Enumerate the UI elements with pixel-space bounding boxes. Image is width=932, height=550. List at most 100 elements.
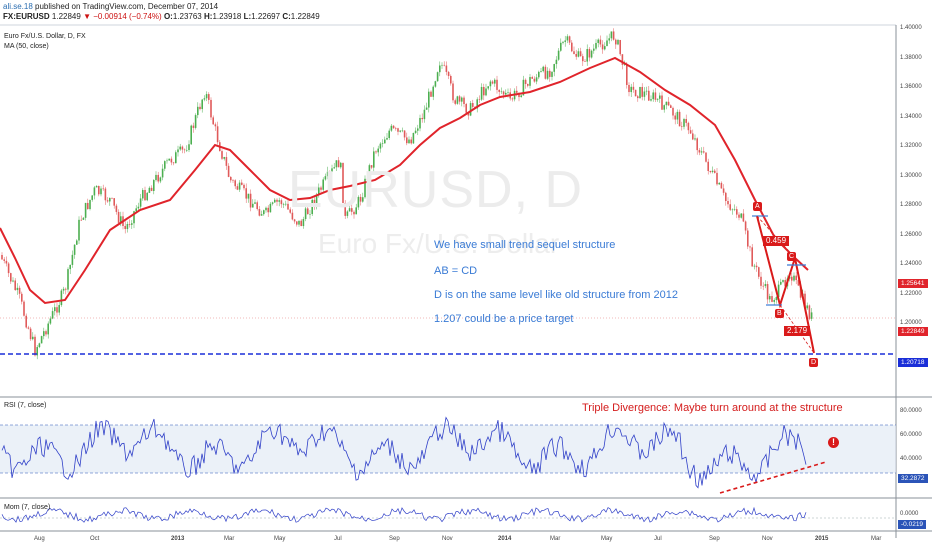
candle-body (375, 151, 377, 153)
candle-body (663, 105, 665, 110)
candle-body (810, 312, 813, 319)
candle-body (201, 99, 203, 110)
candle-body (650, 99, 652, 101)
abcd-pattern[interactable] (752, 215, 815, 354)
candle-body (80, 219, 82, 221)
candle-body (51, 311, 54, 319)
candle-body (549, 70, 551, 77)
candle-body (540, 71, 542, 72)
candle-body (38, 343, 41, 348)
candle-body (155, 174, 157, 181)
candle-body (683, 119, 685, 127)
candle-body (150, 187, 153, 191)
candle-body (439, 65, 441, 73)
candle-body (806, 305, 808, 309)
candle-body (95, 185, 98, 188)
price-axis-label: 1.20000 (900, 320, 922, 326)
candle-body (648, 90, 650, 101)
candle-body (181, 146, 184, 150)
author-link[interactable]: ali.se.18 (3, 2, 33, 11)
candle-body (527, 83, 529, 86)
candle-body (153, 180, 155, 191)
price-axis-label: 1.24000 (900, 261, 922, 267)
candle-body (216, 126, 219, 143)
candle-body (348, 208, 351, 212)
candle-body (208, 94, 210, 100)
change: ▼ −0.00914 (−0.74%) (83, 12, 162, 21)
candle-body (159, 177, 162, 182)
candle-body (744, 221, 747, 231)
candle-body (755, 265, 758, 268)
candle-body (73, 244, 76, 255)
candle-body (192, 125, 195, 128)
candle-body (502, 91, 505, 95)
candle-body (542, 66, 544, 72)
candle-body (687, 122, 690, 131)
candle-body (166, 160, 168, 162)
candle-body (245, 188, 247, 199)
candle-body (311, 199, 313, 215)
close-value: 1.22849 (290, 12, 320, 21)
candle-body (538, 71, 540, 78)
candle-body (124, 225, 126, 230)
candle-body (760, 276, 762, 286)
candle-body (5, 260, 8, 264)
candle-body (736, 209, 738, 215)
price-axis-label: 1.28000 (900, 202, 922, 208)
rsi-axis-40: 40.0000 (900, 456, 922, 462)
candle-body (225, 157, 228, 166)
candle-body (291, 212, 294, 220)
candle-body (634, 89, 637, 97)
candle-body (137, 206, 140, 209)
candle-body (478, 99, 481, 100)
candle-body (450, 75, 452, 84)
candle-body (146, 192, 148, 201)
candle-body (722, 188, 725, 193)
candle-body (71, 254, 74, 265)
candle-body (397, 128, 399, 132)
candle-body (287, 203, 289, 210)
time-axis-label: Jul (334, 536, 342, 542)
candle-body (300, 220, 302, 227)
candle-body (401, 130, 404, 132)
candle-body (665, 101, 668, 106)
candle-body (793, 275, 795, 281)
candle-body (676, 111, 679, 120)
candle-body (749, 246, 751, 248)
candle-body (40, 336, 43, 344)
rsi-line (1, 416, 807, 489)
candle-body (29, 328, 32, 340)
candle-body (518, 92, 520, 98)
rsi-divergence-line[interactable] (719, 461, 827, 494)
point-a-label: A (753, 202, 762, 211)
candle-body (553, 64, 555, 72)
candle-body (615, 39, 617, 45)
candle-body (762, 285, 764, 287)
price-axis-label: 1.26000 (900, 231, 922, 238)
candle-body (579, 51, 582, 57)
ma-legend[interactable]: MA (50, close) (4, 43, 49, 50)
momentum-line (1, 506, 807, 523)
candle-body (45, 331, 47, 335)
candle-body (582, 56, 584, 62)
candle-body (241, 182, 243, 185)
candle-body (469, 103, 472, 116)
price-axis-label: 1.34000 (900, 113, 922, 120)
candle-body (520, 95, 522, 98)
candle-body (214, 124, 217, 127)
mom-legend[interactable]: Mom (7, close) (4, 504, 51, 511)
candle-body (82, 217, 85, 220)
candle-body (458, 96, 461, 102)
candle-body (280, 200, 283, 205)
candle-body (344, 202, 346, 216)
candle-body (612, 31, 615, 40)
point-b-label: B (775, 309, 784, 318)
candle-body (562, 41, 564, 43)
candle-body (126, 224, 129, 230)
rsi-legend[interactable]: RSI (7, close) (4, 402, 47, 409)
candle-body (628, 84, 630, 93)
warning-icon[interactable]: ! (828, 437, 839, 448)
candle-body (183, 149, 186, 151)
time-axis-label: Mar (550, 536, 561, 542)
